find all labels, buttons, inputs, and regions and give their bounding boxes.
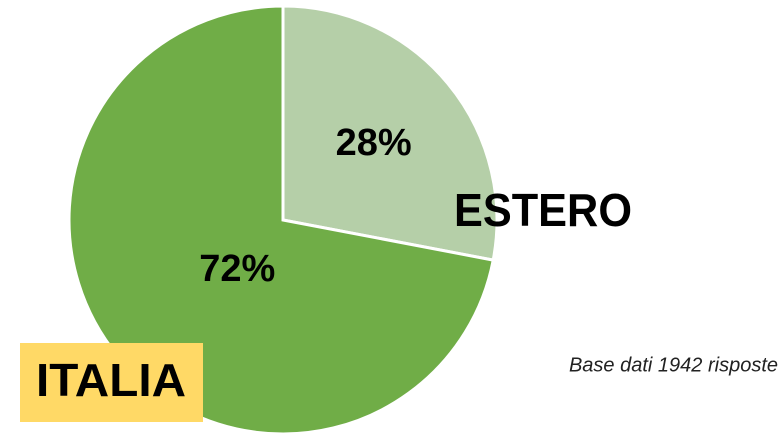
category-label: ESTERO [454,184,632,236]
label-box [20,343,203,422]
pie [67,4,499,433]
value-label: 72% [199,248,275,290]
annotation: Base dati 1942 risposte [569,354,778,376]
category-label: ITALIA [36,354,186,406]
pie-slice [281,4,499,262]
value-label: 28% [336,122,412,164]
